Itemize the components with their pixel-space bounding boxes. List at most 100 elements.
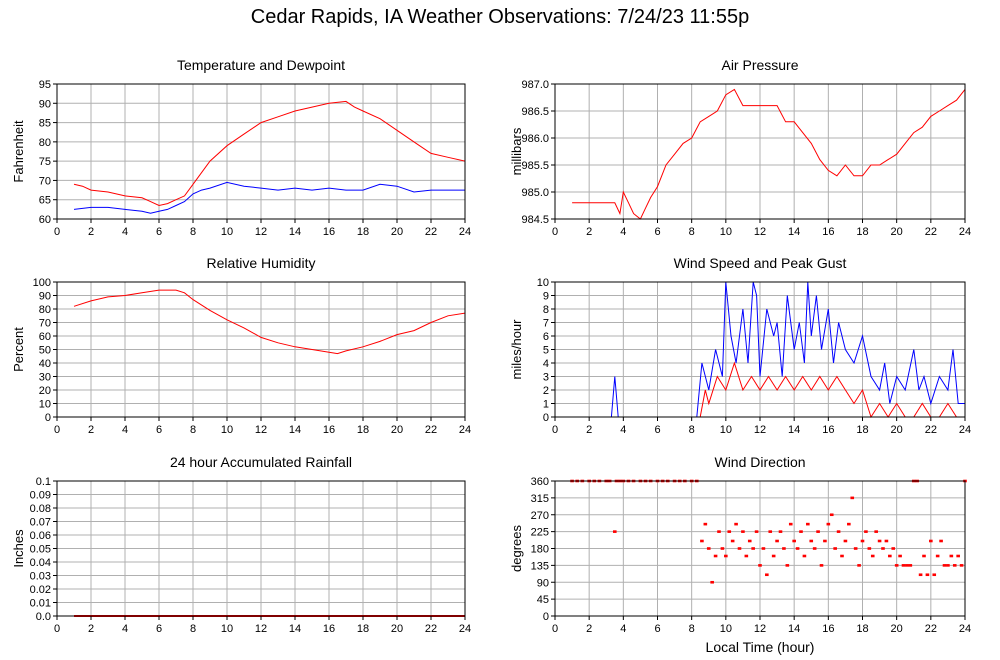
winddir-point <box>771 554 776 558</box>
winddir-point <box>612 530 617 533</box>
winddir-ytick-label: 0 <box>543 611 549 623</box>
temp-series-1 <box>73 181 465 214</box>
rain-ylabel: Inches <box>11 529 26 568</box>
rh-ylabel: Percent <box>11 327 26 372</box>
winddir-point <box>898 554 902 558</box>
x-axis-label: Local Time (hour) <box>706 639 815 655</box>
winddir-point <box>867 547 872 550</box>
winddir-ytick-label: 225 <box>531 527 549 539</box>
wind-ytick-label: 9 <box>543 291 549 303</box>
winddir-point <box>870 554 875 558</box>
rh-xtick-label: 2 <box>88 424 94 436</box>
wind-ytick-label: 4 <box>543 358 549 370</box>
rain-xtick-label: 6 <box>156 623 162 635</box>
pressure-xtick-label: 0 <box>552 226 558 238</box>
rh-xtick-label: 22 <box>425 424 437 436</box>
pressure-xtick-label: 12 <box>754 226 766 238</box>
temp-xtick-label: 14 <box>289 226 301 238</box>
rh-ytick-label: 100 <box>33 277 51 289</box>
temp-ytick-label: 95 <box>39 79 51 91</box>
rain-ytick-label: 0.02 <box>30 584 51 596</box>
winddir-point <box>747 539 752 543</box>
winddir-xtick-label: 24 <box>959 623 971 635</box>
pressure-title: Air Pressure <box>721 57 798 73</box>
winddir-xtick-label: 22 <box>925 623 937 635</box>
rh-ytick-label: 30 <box>39 372 51 384</box>
pressure-ytick-label: 985.0 <box>521 187 549 199</box>
rh-ytick-label: 90 <box>39 291 51 303</box>
wind-xtick-label: 6 <box>654 424 660 436</box>
rh-xtick-label: 0 <box>54 424 60 436</box>
winddir-point <box>843 539 848 543</box>
wind-xtick-label: 14 <box>788 424 800 436</box>
winddir-ytick-label: 360 <box>531 476 549 488</box>
winddir-point <box>932 573 937 577</box>
wind-ytick-label: 7 <box>543 318 549 330</box>
wind-xtick-label: 2 <box>586 424 592 436</box>
temp-xtick-label: 10 <box>221 226 233 238</box>
winddir-point <box>758 564 762 567</box>
winddir-point <box>765 573 769 577</box>
winddir-point <box>785 564 790 567</box>
rain-xtick-label: 14 <box>289 623 301 635</box>
winddir-point <box>826 522 831 526</box>
winddir-point <box>754 530 759 533</box>
winddir-point <box>922 554 926 558</box>
temp-xtick-label: 6 <box>156 226 162 238</box>
winddir-xtick-label: 10 <box>720 623 732 635</box>
wind-title: Wind Speed and Peak Gust <box>674 255 847 271</box>
rain-ytick-label: 0.01 <box>30 598 51 610</box>
winddir-ytick-label: 45 <box>537 594 549 606</box>
winddir-point <box>894 564 899 567</box>
wind-xtick-label: 16 <box>822 424 834 436</box>
winddir-point <box>864 530 868 533</box>
winddir-title: Wind Direction <box>714 454 805 470</box>
winddir-point <box>956 554 960 558</box>
pressure-ytick-label: 984.5 <box>521 214 549 226</box>
rain-xtick-label: 20 <box>391 623 403 635</box>
winddir-point <box>724 554 728 558</box>
winddir-xtick-label: 18 <box>856 623 868 635</box>
winddir-point <box>706 547 711 550</box>
rain-xtick-label: 2 <box>88 623 94 635</box>
rh-ytick-label: 0 <box>45 412 51 424</box>
winddir-xtick-label: 4 <box>620 623 626 635</box>
wind-xtick-label: 12 <box>754 424 766 436</box>
winddir-point <box>795 547 800 550</box>
wind-xtick-label: 0 <box>552 424 558 436</box>
winddir-point <box>778 530 783 533</box>
winddir-point <box>939 539 943 543</box>
pressure-ytick-label: 985.5 <box>521 160 549 172</box>
pressure-xtick-label: 18 <box>856 226 868 238</box>
rh-ytick-label: 80 <box>39 304 51 316</box>
wind-xtick-label: 20 <box>891 424 903 436</box>
temp-xtick-label: 18 <box>357 226 369 238</box>
pressure-series-0 <box>572 88 966 220</box>
pressure-xtick-label: 22 <box>925 226 937 238</box>
pressure-xtick-label: 24 <box>959 226 971 238</box>
rain-title: 24 hour Accumulated Rainfall <box>170 454 352 470</box>
winddir-xtick-label: 2 <box>586 623 592 635</box>
winddir-ytick-label: 135 <box>531 560 549 572</box>
wind-ytick-label: 8 <box>543 304 549 316</box>
winddir-point <box>935 554 940 558</box>
wind-ytick-label: 0 <box>543 412 549 424</box>
winddir-point <box>874 530 878 533</box>
temp-title: Temperature and Dewpoint <box>177 57 345 73</box>
rh-series-0 <box>73 289 466 355</box>
winddir-point <box>741 530 745 533</box>
winddir-point <box>829 513 834 517</box>
rh-xtick-label: 20 <box>391 424 403 436</box>
winddir-point <box>730 539 735 543</box>
winddir-point <box>744 554 749 558</box>
rain-ytick-label: 0.07 <box>30 517 51 529</box>
winddir-point <box>782 547 786 550</box>
winddir-point <box>946 564 950 567</box>
temp-ytick-label: 90 <box>39 98 51 110</box>
winddir-ylabel: degrees <box>509 525 524 572</box>
